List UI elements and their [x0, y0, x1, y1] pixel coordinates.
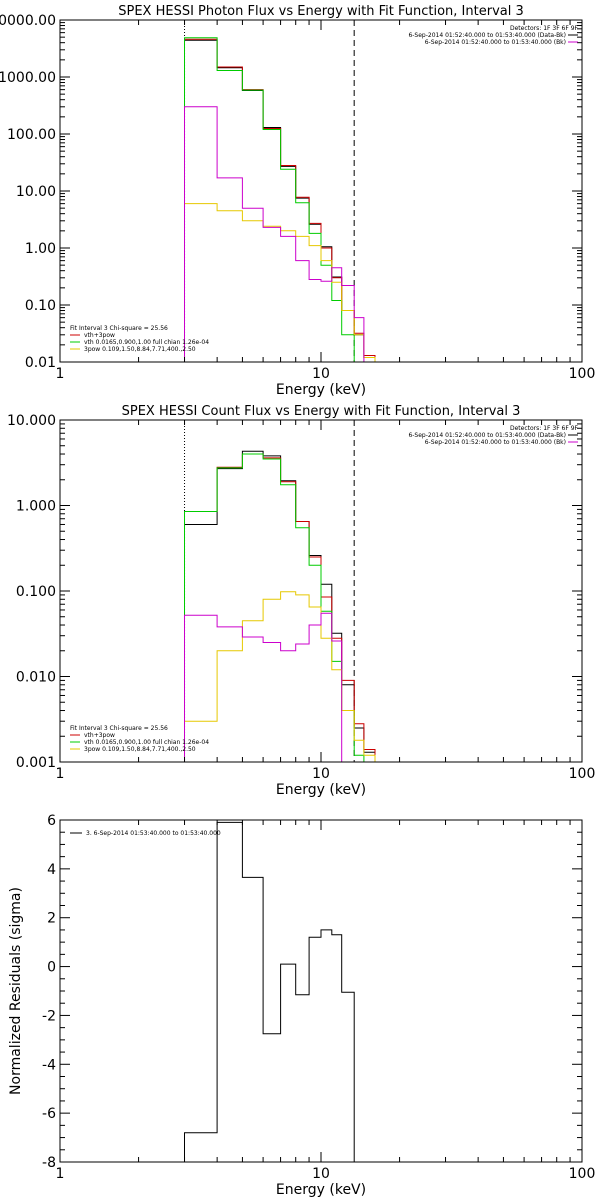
fit-info-text: Fit Interval 3 Chi-square = 25.56 [70, 325, 168, 332]
x-tick-label: 100 [569, 366, 596, 382]
y-tick-label: 1000.00 [0, 70, 56, 86]
y-tick-label: 1.000 [16, 499, 56, 515]
x-tick-label: 100 [569, 766, 596, 782]
x-tick-label: 100 [569, 1166, 596, 1182]
fit-legend-entry: 3pow 0.109,1.50,8.84,7.71,400.,2.50 [84, 746, 196, 753]
x-axis-label: Energy (keV) [276, 782, 366, 798]
y-tick-label: -2 [42, 1008, 56, 1024]
y-tick-label: 0.10 [25, 298, 56, 314]
series-line-3 [184, 37, 364, 362]
y-tick-label: 0.010 [16, 670, 56, 686]
x-tick-label: 10 [312, 1166, 330, 1182]
legend-entry: 3. 6-Sep-2014 01:53:40.000 to 01:53:40.0… [86, 830, 221, 837]
legend-entry: 6-Sep-2014 01:52:40.000 to 01:53:40.000 … [408, 32, 566, 39]
series-line-4 [184, 203, 376, 362]
x-axis-label: Energy (keV) [276, 382, 366, 398]
legend-title: Detectors: 1F 3F 6F 9F [510, 25, 579, 32]
y-tick-label: -4 [42, 1057, 56, 1073]
chart-panel-1: SPEX HESSI Photon Flux vs Energy with Fi… [0, 4, 595, 398]
x-tick-label: 1 [56, 766, 65, 782]
y-tick-label: 10.00 [16, 184, 56, 200]
series-line-1 [184, 450, 376, 762]
y-tick-label: -6 [42, 1106, 56, 1122]
chart-title: SPEX HESSI Count Flux vs Energy with Fit… [122, 404, 521, 419]
y-tick-label: 1.00 [25, 241, 56, 257]
y-tick-label: 4 [47, 862, 56, 878]
y-tick-label: 0 [47, 960, 56, 976]
legend-entry: 6-Sep-2014 01:52:40.000 to 01:53:40.000 … [425, 39, 566, 46]
legend-title: Detectors: 1F 3F 6F 9F [510, 425, 579, 432]
fit-info-text: Fit Interval 3 Chi-square = 25.56 [70, 725, 168, 732]
y-axis-label: Normalized Residuals (sigma) [8, 887, 24, 1095]
series-line-2 [184, 453, 376, 762]
series-line-4 [184, 591, 376, 762]
fit-legend-entry: vth 0.0165,0.900,1.00 full chian 1.26e-0… [84, 739, 209, 746]
legend-entry: 6-Sep-2014 01:52:40.000 to 01:53:40.000 … [408, 432, 566, 439]
series-line-1 [184, 821, 355, 1162]
y-tick-label: -8 [42, 1155, 56, 1171]
y-tick-label: 0.001 [16, 755, 56, 771]
series-line-1 [184, 39, 376, 362]
x-tick-label: 10 [312, 366, 330, 382]
y-tick-label: 0.100 [16, 584, 56, 600]
chart-title: SPEX HESSI Photon Flux vs Energy with Fi… [118, 4, 524, 19]
y-tick-label: 10.000 [7, 413, 56, 429]
fit-legend-entry: vth+3pow [84, 332, 115, 339]
y-tick-label: 100.00 [7, 127, 56, 143]
fit-legend-entry: vth+3pow [84, 732, 115, 739]
x-tick-label: 1 [56, 1166, 65, 1182]
x-tick-label: 10 [312, 766, 330, 782]
legend-entry: 6-Sep-2014 01:52:40.000 to 01:53:40.000 … [425, 439, 566, 446]
fit-legend-entry: 3pow 0.109,1.50,8.84,7.71,400.,2.50 [84, 346, 196, 353]
x-axis-label: Energy (keV) [276, 1182, 366, 1198]
chart-panel-2: SPEX HESSI Count Flux vs Energy with Fit… [7, 404, 595, 798]
fit-legend-entry: vth 0.0165,0.900,1.00 full chian 1.26e-0… [84, 339, 209, 346]
series-line-5 [184, 612, 343, 762]
y-tick-label: 2 [47, 911, 56, 927]
y-tick-label: 6 [47, 813, 56, 829]
series-line-2 [184, 38, 376, 362]
chart-panel-3: 1 10 100 Energy (keV) -8 -6 -4 -2 0 2 4 6 Normalized… [8, 813, 595, 1198]
x-tick-label: 1 [56, 366, 65, 382]
plot-frame [59, 19, 583, 363]
y-tick-label: 10000.00 [0, 13, 56, 29]
series-line-3 [184, 453, 365, 762]
series-line-5 [184, 106, 365, 362]
plot-frame [59, 819, 583, 1163]
y-tick-label: 0.01 [25, 355, 56, 371]
